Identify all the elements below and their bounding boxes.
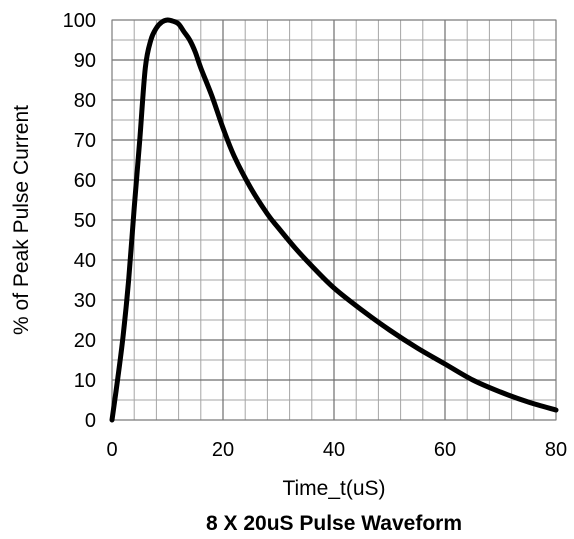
x-tick-label: 40 bbox=[323, 439, 345, 461]
y-tick-label: 60 bbox=[74, 170, 96, 192]
x-tick-label: 60 bbox=[434, 439, 456, 461]
y-axis-title: % of Peak Pulse Current bbox=[10, 105, 33, 335]
x-axis-title: Time_t(uS) bbox=[282, 477, 385, 500]
x-tick-label: 0 bbox=[106, 439, 117, 461]
y-tick-label: 100 bbox=[63, 10, 96, 32]
y-tick-label: 30 bbox=[74, 290, 96, 312]
y-tick-label: 20 bbox=[74, 330, 96, 352]
x-tick-label: 80 bbox=[545, 439, 567, 461]
y-tick-label: 0 bbox=[85, 410, 96, 432]
y-tick-label: 80 bbox=[74, 90, 96, 112]
y-tick-label: 40 bbox=[74, 250, 96, 272]
series-layer bbox=[109, 17, 559, 423]
x-tick-label: 20 bbox=[212, 439, 234, 461]
waveform-line bbox=[109, 17, 559, 423]
y-tick-label: 90 bbox=[74, 50, 96, 72]
y-tick-label: 50 bbox=[74, 210, 96, 232]
x-tick-labels: 0 20 40 60 80 bbox=[106, 439, 567, 461]
chart-title: 8 X 20uS Pulse Waveform bbox=[206, 512, 462, 535]
y-tick-label: 70 bbox=[74, 130, 96, 152]
plot-frame bbox=[111, 19, 557, 421]
y-tick-labels: 0 10 20 30 40 50 60 70 80 90 100 bbox=[63, 10, 96, 432]
y-tick-label: 10 bbox=[74, 370, 96, 392]
